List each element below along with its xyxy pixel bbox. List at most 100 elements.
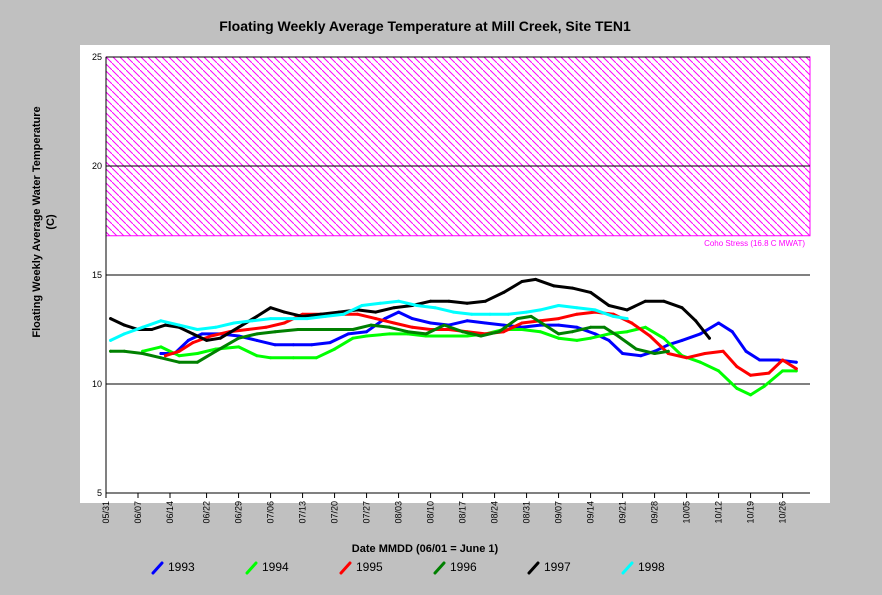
data-point	[653, 352, 657, 355]
series-1998	[109, 299, 629, 342]
data-point	[410, 317, 414, 321]
x-tick-label: 10/26	[778, 501, 788, 524]
data-point	[762, 384, 766, 388]
data-point	[333, 347, 337, 351]
y-tick-label: 15	[92, 270, 102, 280]
legend-swatch-line	[339, 561, 352, 575]
data-point	[163, 354, 167, 358]
data-point	[502, 290, 506, 294]
data-point	[218, 336, 222, 340]
data-point	[365, 330, 369, 334]
data-point	[593, 332, 597, 336]
data-point	[291, 356, 295, 360]
y-tick-label: 5	[97, 488, 102, 498]
data-point	[575, 325, 579, 329]
data-point	[575, 306, 579, 310]
data-point	[122, 323, 126, 327]
data-point	[177, 349, 181, 353]
x-tick-label: 09/28	[650, 501, 660, 524]
data-point	[479, 334, 483, 338]
data-point	[502, 330, 506, 334]
data-point	[607, 304, 611, 307]
data-point	[374, 310, 378, 314]
data-point	[273, 343, 277, 347]
data-point	[310, 343, 314, 347]
x-tick-label: 10/19	[746, 501, 756, 524]
data-point	[639, 354, 643, 358]
data-point	[163, 323, 167, 327]
data-point	[749, 393, 753, 397]
data-point	[776, 358, 780, 362]
data-point	[387, 332, 391, 336]
data-point	[195, 360, 199, 364]
data-point	[520, 280, 524, 283]
data-point	[282, 310, 286, 314]
data-point	[314, 328, 318, 331]
x-tick-label: 09/21	[618, 501, 628, 524]
data-point	[255, 332, 259, 336]
data-point	[424, 332, 428, 336]
data-point	[781, 369, 785, 373]
data-point	[575, 312, 579, 316]
data-point	[319, 312, 323, 316]
data-point	[465, 301, 469, 305]
y-tick-label: 10	[92, 379, 102, 389]
data-point	[630, 321, 634, 325]
data-point	[122, 332, 126, 336]
data-point	[365, 334, 369, 338]
legend-swatch-line	[527, 561, 540, 575]
data-point	[269, 317, 273, 321]
data-point	[461, 330, 465, 334]
data-point	[269, 356, 273, 360]
x-tick-label: 07/27	[362, 501, 372, 524]
data-point	[589, 325, 593, 329]
data-point	[237, 336, 241, 340]
data-point	[159, 319, 163, 323]
data-point	[607, 338, 611, 342]
data-point	[273, 330, 277, 334]
legend-label: 1998	[638, 560, 665, 574]
data-point	[557, 317, 561, 321]
data-point	[410, 325, 414, 329]
data-point	[611, 314, 615, 318]
coho-stress-band	[105, 56, 811, 237]
data-point	[255, 338, 259, 342]
x-tick-label: 06/22	[202, 501, 212, 524]
data-point	[625, 330, 629, 334]
data-point	[122, 349, 126, 353]
data-point	[717, 321, 721, 325]
data-point	[602, 325, 606, 329]
data-point	[337, 310, 341, 314]
x-tick-label: 07/06	[266, 501, 276, 524]
data-point	[794, 360, 798, 364]
data-point	[515, 317, 519, 321]
data-point	[721, 349, 725, 353]
data-point	[767, 371, 771, 375]
data-point	[470, 312, 474, 316]
data-point	[552, 284, 556, 288]
x-tick-label: 06/29	[234, 501, 244, 524]
data-point	[451, 310, 455, 314]
y-axis-title-line-2: (C)	[45, 214, 57, 230]
x-tick-label: 09/07	[554, 501, 564, 524]
data-point	[287, 317, 291, 321]
series-1996	[109, 314, 670, 364]
x-tick-label: 07/20	[330, 501, 340, 524]
data-point	[214, 349, 218, 353]
data-point	[406, 330, 410, 334]
data-point	[447, 299, 451, 303]
x-tick-label: 08/17	[458, 501, 468, 524]
data-point	[109, 338, 113, 342]
data-point	[707, 336, 711, 340]
data-point	[717, 369, 721, 373]
data-point	[525, 310, 529, 314]
data-point	[698, 360, 702, 364]
data-point	[694, 319, 698, 323]
x-tick-label: 08/10	[426, 501, 436, 524]
data-point	[616, 334, 620, 338]
data-point	[593, 308, 597, 312]
data-point	[557, 332, 561, 336]
data-point	[392, 306, 396, 310]
data-point	[621, 352, 625, 355]
